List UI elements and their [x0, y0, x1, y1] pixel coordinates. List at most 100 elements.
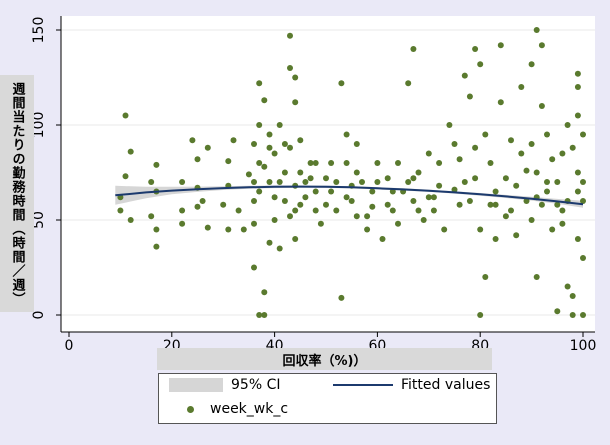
- data-point-29: [230, 137, 237, 144]
- data-point-31: [251, 264, 257, 271]
- data-point-88: [441, 226, 448, 233]
- data-point-13: [179, 220, 186, 227]
- data-point-182: [410, 175, 417, 182]
- data-point-30: [251, 198, 257, 204]
- legend-item-ci: 95% CI: [169, 377, 280, 393]
- data-point-87: [436, 182, 443, 189]
- y-tick-label-0: 0: [31, 311, 47, 320]
- data-point-121: [544, 188, 550, 195]
- data-point-68: [348, 198, 355, 204]
- data-point-42: [266, 179, 273, 185]
- data-point-38: [251, 220, 257, 227]
- data-point-114: [528, 217, 535, 223]
- data-point-159: [343, 194, 350, 201]
- data-point-40: [266, 144, 273, 151]
- data-point-48: [287, 65, 293, 71]
- legend: 95% CI Fitted values week_wk_c: [158, 373, 497, 424]
- data-point-89: [446, 122, 453, 128]
- point-marker-icon: [187, 405, 194, 413]
- data-point-43: [271, 217, 278, 223]
- data-point-82: [410, 198, 417, 204]
- data-point-183: [430, 194, 437, 201]
- data-point-19: [199, 198, 206, 204]
- data-point-176: [292, 207, 299, 214]
- data-point-1: [122, 112, 129, 119]
- data-point-59: [312, 207, 319, 214]
- data-point-163: [302, 194, 309, 201]
- data-point-58: [312, 188, 319, 195]
- data-point-172: [256, 188, 263, 195]
- x-tick-label-0: 0: [65, 338, 74, 354]
- data-point-136: [580, 131, 586, 138]
- fitted-line-layer: [115, 185, 584, 206]
- data-point-72: [364, 226, 371, 233]
- plot-area: [61, 16, 595, 332]
- data-point-7: [148, 213, 155, 220]
- data-point-92: [461, 72, 468, 79]
- data-point-161: [323, 201, 329, 208]
- data-point-80: [405, 80, 412, 87]
- y-tick-label-50: 50: [31, 211, 47, 229]
- legend-label-points: week_wk_c: [210, 401, 289, 417]
- data-point-194: [544, 179, 550, 185]
- data-point-26: [235, 207, 242, 214]
- data-point-33: [256, 312, 263, 318]
- data-point-175: [276, 245, 283, 252]
- data-point-186: [492, 201, 499, 208]
- y-axis-title: 週間当たりの勤務時間（時間／週）: [0, 75, 34, 312]
- data-point-20: [204, 224, 211, 231]
- data-point-167: [281, 141, 288, 147]
- data-point-81: [410, 46, 417, 52]
- data-point-22: [220, 201, 227, 208]
- data-point-21: [204, 144, 211, 151]
- data-point-174: [251, 179, 257, 185]
- data-point-69: [353, 213, 360, 220]
- data-point-16: [194, 203, 201, 210]
- data-point-144: [538, 201, 545, 208]
- data-point-103: [492, 188, 499, 195]
- data-point-134: [574, 169, 581, 176]
- data-point-164: [297, 137, 304, 144]
- data-point-6: [148, 179, 155, 185]
- data-point-60: [317, 220, 324, 227]
- data-point-102: [487, 160, 494, 166]
- data-point-147: [487, 201, 494, 208]
- data-point-36: [261, 97, 268, 104]
- data-point-133: [574, 112, 581, 119]
- y-axis-title-text: 週間当たりの勤務時間（時間／週）: [9, 81, 25, 306]
- legend-item-points: week_wk_c: [187, 401, 288, 417]
- ci-band: [115, 185, 584, 208]
- data-point-106: [497, 99, 504, 106]
- data-point-130: [569, 312, 576, 318]
- data-point-145: [528, 141, 535, 147]
- data-point-56: [302, 179, 309, 185]
- data-point-153: [405, 179, 412, 185]
- data-point-157: [364, 213, 371, 220]
- data-point-51: [292, 74, 299, 81]
- data-point-5: [127, 217, 134, 223]
- data-point-170: [266, 131, 273, 138]
- legend-label-ci: 95% CI: [231, 377, 281, 393]
- data-point-78: [395, 220, 401, 227]
- data-point-158: [353, 169, 360, 176]
- data-point-101: [482, 131, 489, 138]
- data-point-75: [379, 236, 386, 242]
- data-point-4: [117, 207, 124, 214]
- data-point-11: [153, 161, 160, 168]
- data-point-62: [328, 188, 335, 195]
- data-point-61: [323, 175, 329, 182]
- data-point-39: [261, 312, 268, 318]
- fitted-line: [115, 185, 584, 206]
- data-point-84: [420, 217, 427, 223]
- data-point-152: [415, 207, 422, 214]
- data-point-123: [554, 179, 561, 185]
- data-point-168: [276, 179, 283, 185]
- legend-item-fitted: Fitted values: [333, 377, 490, 393]
- data-point-171: [261, 163, 268, 170]
- data-point-14: [179, 207, 186, 214]
- x-tick-label-100: 100: [570, 338, 597, 354]
- data-point-166: [287, 213, 293, 220]
- data-point-64: [338, 80, 345, 87]
